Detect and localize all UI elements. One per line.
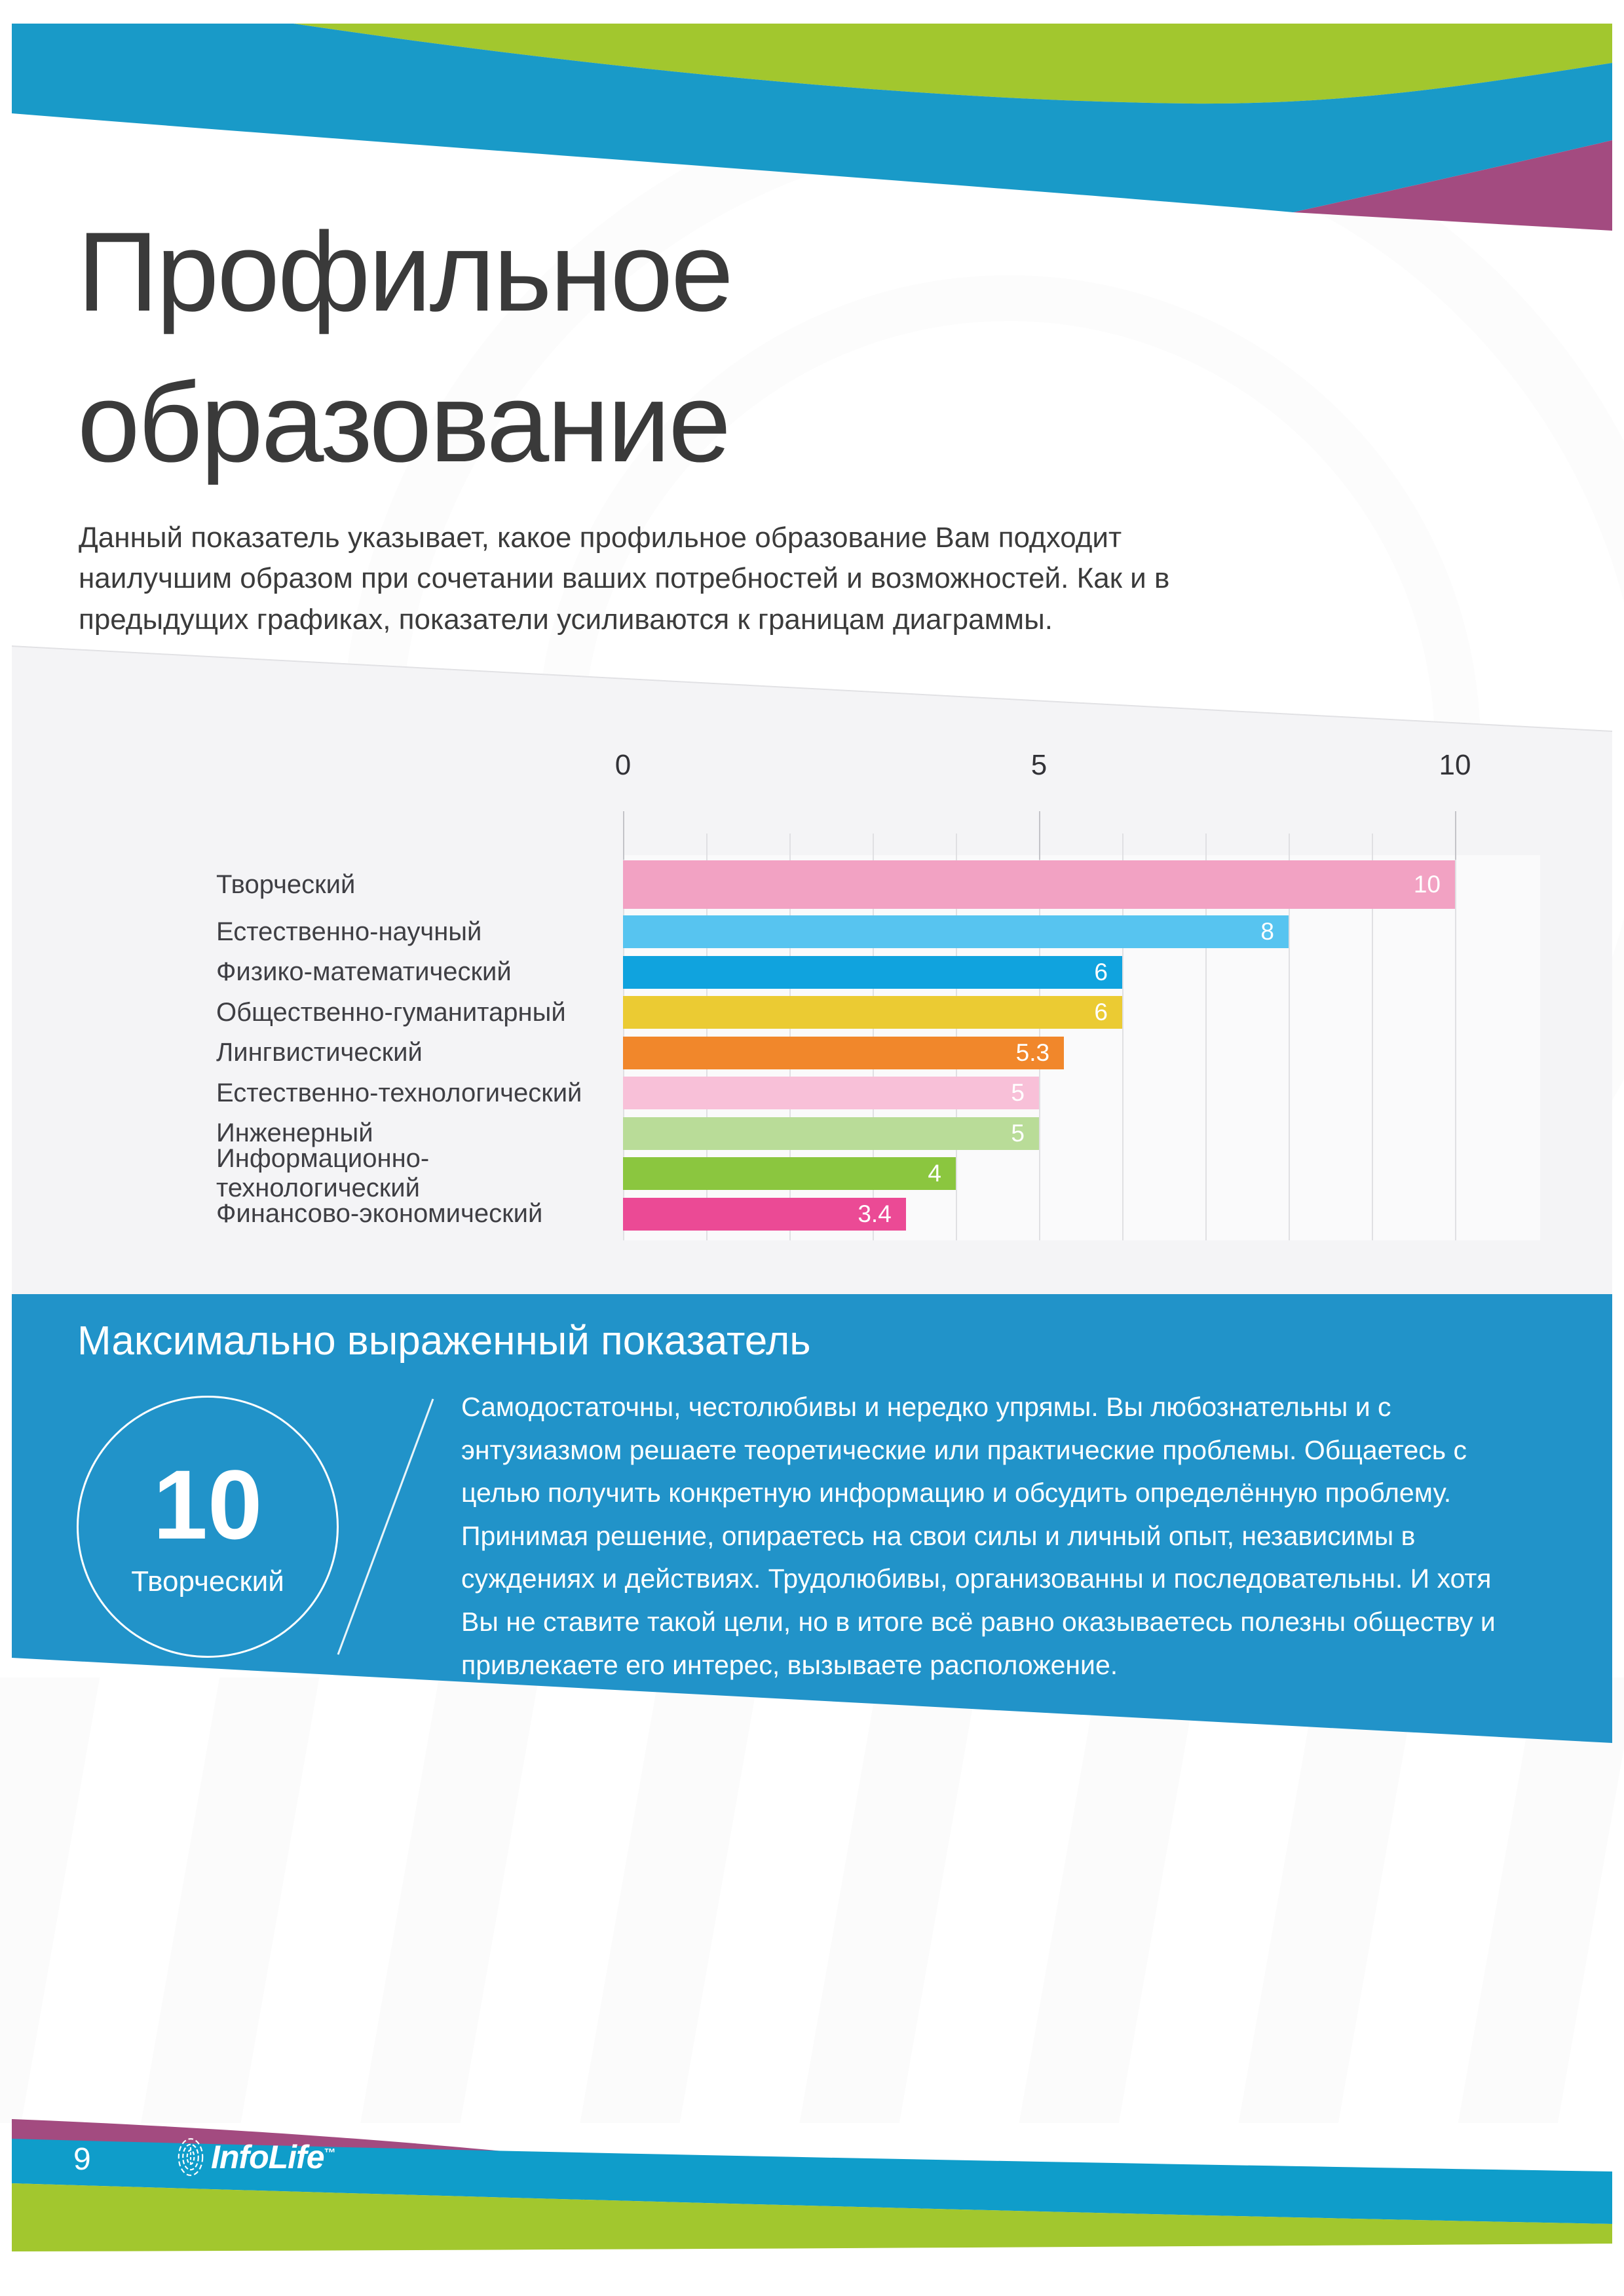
brand-name: InfoLife™ [211,2138,336,2176]
header-wave [12,24,1612,231]
axis-tick [1039,811,1040,860]
axis-tick-label: 10 [1439,749,1471,781]
bar-label: Физико-математический [216,957,512,986]
intro-text: Данный показатель указывает, какое профи… [79,522,1170,636]
brand-text: InfoLife [211,2139,325,2175]
bar: 5 [623,1117,1039,1150]
bar-label: Финансово-экономический [216,1199,543,1228]
bar-label: Естественно-научный [216,917,482,946]
bar-value: 10 [1413,871,1441,898]
bar: 6 [623,996,1122,1029]
section-divider [12,645,1612,732]
bar-value: 6 [1094,958,1108,985]
axis-tick-label: 5 [1030,749,1048,781]
bar-value: 5 [1011,1079,1025,1106]
bar: 5.3 [623,1036,1065,1069]
bar: 8 [623,915,1289,948]
bar: 3.4 [623,1197,906,1231]
footer-wave [12,2119,1612,2251]
bar-label: Творческий [216,870,356,899]
score-label: Творческий [131,1565,284,1598]
panel-heading: Максимально выраженный показатель [77,1318,811,1364]
bar-value: 8 [1260,918,1274,945]
bar-label: Естественно-технологический [216,1078,582,1107]
axis-tick-label: 0 [614,749,632,781]
page-number: 9 [73,2142,91,2177]
grid-line [1455,833,1456,1240]
grid-line [1289,833,1290,1240]
trademark: ™ [324,2146,336,2160]
bar-value: 5 [1011,1119,1025,1147]
chart-section: 0 5 10 Творческий 10 Естественно-научный 8 Физи… [12,645,1612,1294]
bar-value: 6 [1094,999,1108,1025]
axis-tick [623,811,624,860]
slash-divider-icon [337,1398,434,1655]
fingerprint-watermark [0,1677,1624,2123]
bar-label: Инженерный [216,1119,373,1147]
page-title: Профильное образование [77,209,734,486]
bar: 5 [623,1077,1039,1109]
grid-line [1372,833,1373,1240]
score-circle: 10 Творческий [77,1396,339,1658]
bar-value: 4 [928,1160,941,1187]
max-indicator-panel: Максимально выраженный показатель 10 Тво… [12,1294,1612,1743]
bar-label: Общественно-гуманитарный [216,997,566,1027]
axis-tick [1455,811,1456,860]
bar-label: Лингвистический [216,1038,423,1067]
score-description: Самодостаточны, честолюбивы и нередко уп… [461,1392,1496,1680]
bar: 10 [623,860,1455,909]
bar-label: Информационно-технологический [216,1144,430,1202]
bar: 4 [623,1157,956,1190]
bar-value: 3.4 [858,1200,892,1227]
infolife-logo: InfoLife™ [176,2137,336,2177]
bar-value: 5.3 [1015,1039,1050,1066]
fingerprint-icon [178,2138,204,2176]
score-value: 10 [153,1449,263,1559]
grid-line [1205,833,1207,1240]
grid-line [1122,833,1124,1240]
bar: 6 [623,955,1122,989]
